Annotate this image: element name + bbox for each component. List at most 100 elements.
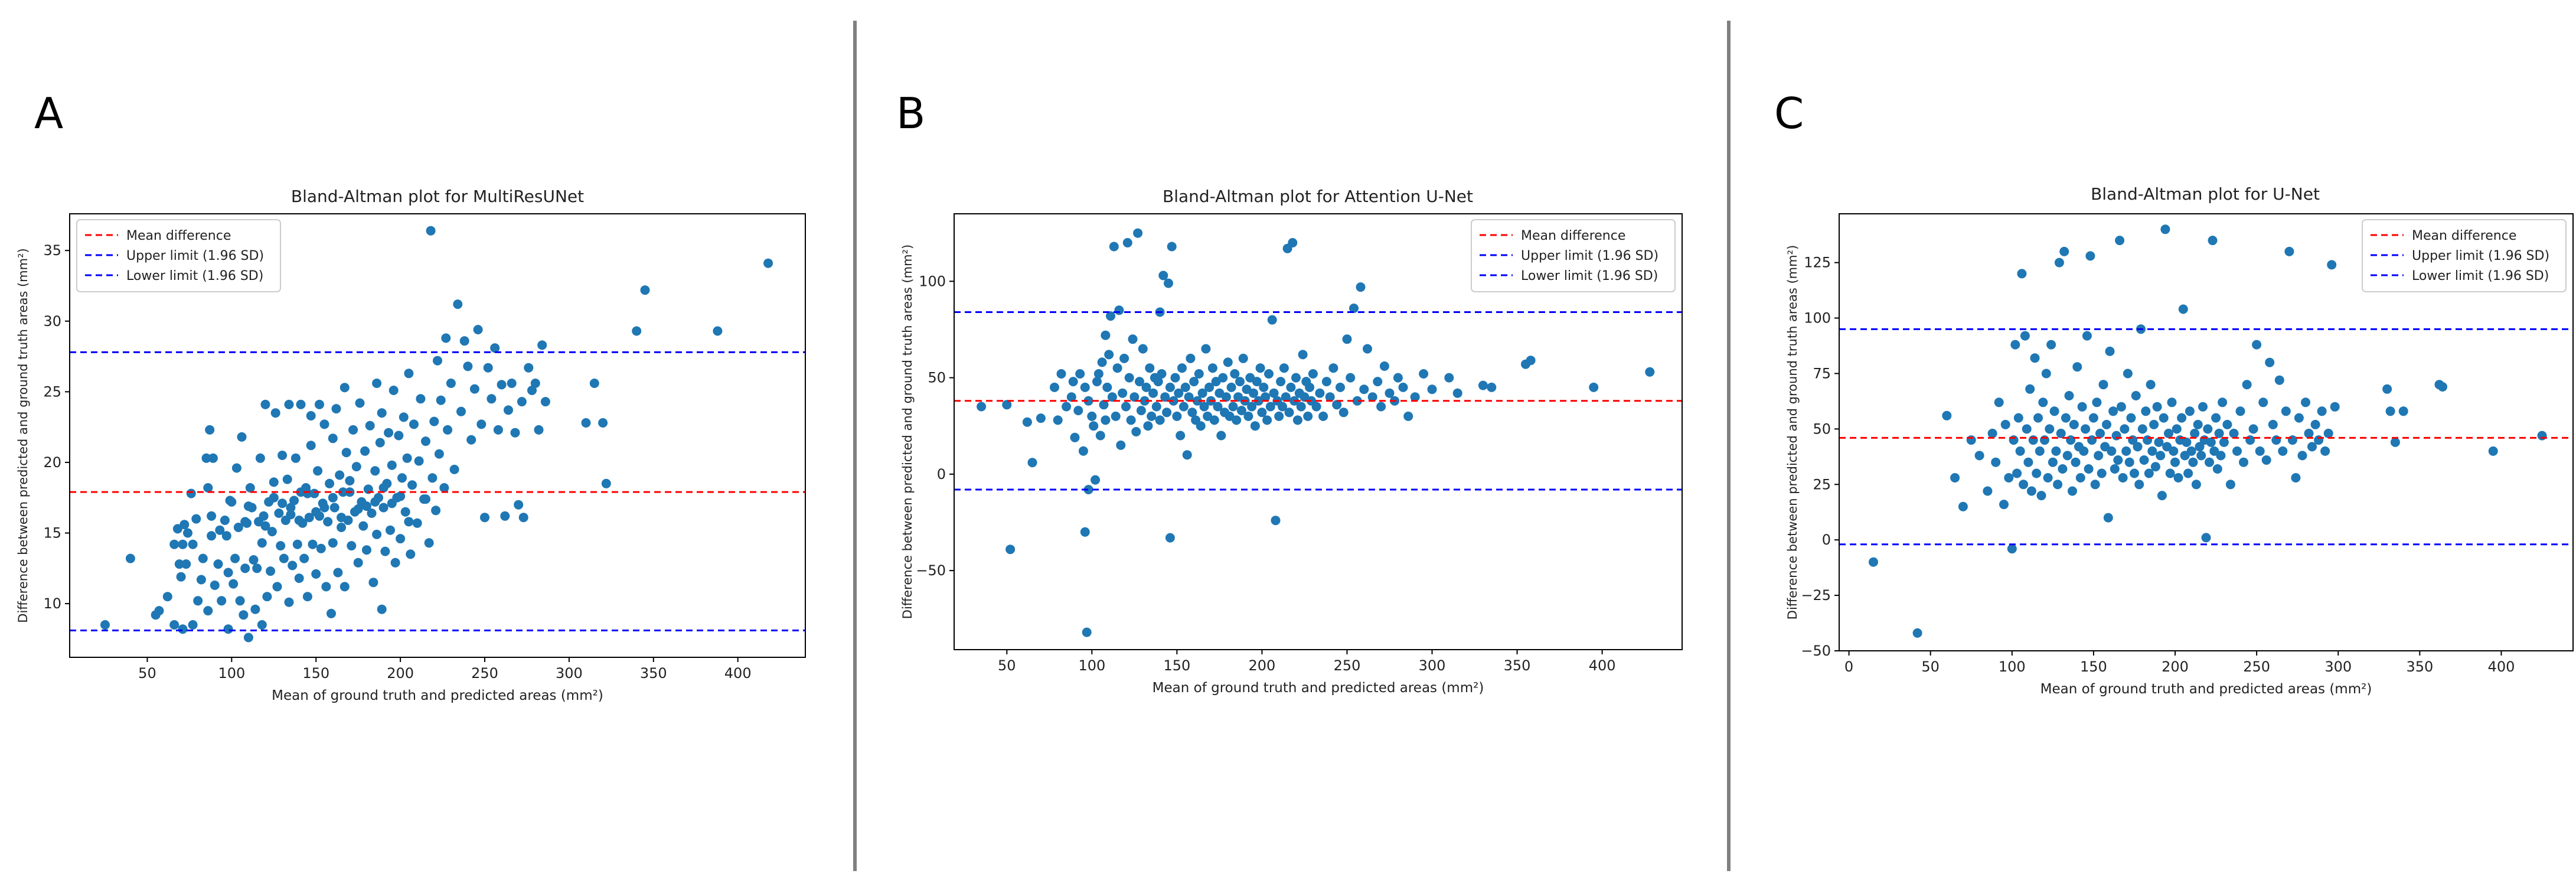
legend-label: Lower limit (1.96 SD)	[2412, 269, 2549, 283]
data-point	[191, 514, 201, 524]
data-point	[2092, 397, 2102, 407]
data-point	[2123, 369, 2133, 379]
y-tick-label: 50	[1813, 420, 1831, 437]
data-point	[240, 563, 250, 573]
data-point	[1376, 402, 1386, 412]
data-point	[1022, 417, 1032, 427]
data-point	[2090, 480, 2100, 490]
data-point	[1174, 388, 1184, 398]
data-point	[1328, 363, 1338, 373]
data-point	[1133, 228, 1143, 238]
data-point	[260, 399, 270, 409]
data-point	[1101, 330, 1111, 340]
data-point	[1102, 382, 1112, 392]
data-point	[341, 448, 351, 458]
data-point	[100, 620, 110, 630]
y-tick-label: 0	[937, 466, 946, 483]
data-point	[2116, 402, 2126, 412]
data-point	[2258, 397, 2268, 407]
panel-label-b: B	[896, 89, 926, 138]
x-axis-label: Mean of ground truth and predicted areas…	[272, 688, 603, 703]
data-point	[2134, 480, 2144, 490]
data-point	[1189, 377, 1199, 387]
data-point	[377, 408, 387, 418]
data-point	[2012, 468, 2022, 478]
data-point	[2169, 446, 2179, 456]
data-point	[284, 399, 294, 409]
data-point	[2150, 462, 2160, 472]
data-point	[201, 453, 211, 463]
data-point	[518, 513, 528, 523]
data-point	[1271, 516, 1281, 526]
data-point	[306, 441, 316, 451]
data-point	[2195, 442, 2205, 452]
legend-label: Upper limit (1.96 SD)	[1521, 249, 1658, 263]
data-point	[1002, 400, 1012, 410]
data-point	[2061, 413, 2071, 423]
data-point	[1075, 369, 1085, 379]
data-point	[286, 503, 296, 513]
data-point	[1223, 357, 1233, 367]
data-point	[1226, 382, 1236, 392]
data-point	[1247, 402, 1257, 412]
data-point	[242, 518, 252, 528]
data-point	[598, 418, 608, 428]
data-point	[1257, 407, 1267, 418]
data-point	[2205, 457, 2214, 467]
data-point	[1118, 388, 1128, 398]
data-point	[370, 466, 380, 476]
y-tick-label: 10	[43, 595, 61, 612]
data-point	[2071, 457, 2081, 467]
data-point	[459, 336, 469, 346]
x-tick-label: 400	[724, 665, 752, 682]
data-point	[1104, 350, 1114, 360]
data-point	[2038, 397, 2048, 407]
data-point	[2274, 375, 2284, 385]
data-point	[276, 541, 286, 551]
data-point	[1092, 377, 1102, 387]
legend-label: Upper limit (1.96 SD)	[2412, 249, 2549, 263]
data-point	[296, 399, 306, 409]
data-point	[2183, 468, 2193, 478]
data-point	[2268, 419, 2278, 429]
y-axis-label: Difference between predicted and ground …	[1785, 245, 1800, 620]
data-point	[2141, 406, 2151, 416]
data-point	[1080, 382, 1090, 392]
data-point	[1209, 415, 1219, 425]
data-point	[277, 451, 288, 460]
data-point	[2287, 435, 2297, 445]
data-point	[2203, 424, 2213, 434]
data-point	[2084, 464, 2094, 474]
x-tick-label: 50	[138, 665, 156, 682]
data-point	[2017, 269, 2027, 279]
data-point	[1645, 367, 1655, 377]
data-point	[339, 383, 350, 393]
data-point	[302, 488, 312, 498]
data-point	[172, 524, 182, 534]
data-point	[2186, 446, 2196, 456]
data-point	[196, 575, 206, 585]
data-point	[510, 428, 520, 438]
data-point	[1974, 451, 1984, 461]
data-point	[125, 553, 135, 563]
data-point	[1444, 373, 1454, 383]
legend-label: Lower limit (1.96 SD)	[1521, 269, 1658, 283]
data-point	[1261, 392, 1271, 402]
data-point	[375, 438, 385, 448]
data-point	[1087, 411, 1097, 421]
legend-label: Mean difference	[2412, 229, 2516, 243]
data-point	[2010, 340, 2020, 350]
data-point	[421, 436, 430, 446]
data-point	[2143, 435, 2153, 445]
data-point	[1129, 392, 1140, 402]
data-point	[2320, 446, 2330, 456]
data-point	[2053, 480, 2063, 490]
data-point	[2041, 369, 2051, 379]
data-point	[497, 380, 507, 390]
data-point	[2007, 544, 2017, 554]
data-points	[1869, 224, 2547, 638]
data-point	[284, 597, 294, 607]
data-point	[1338, 407, 1349, 418]
data-point	[2004, 473, 2014, 483]
data-point	[2121, 446, 2131, 456]
